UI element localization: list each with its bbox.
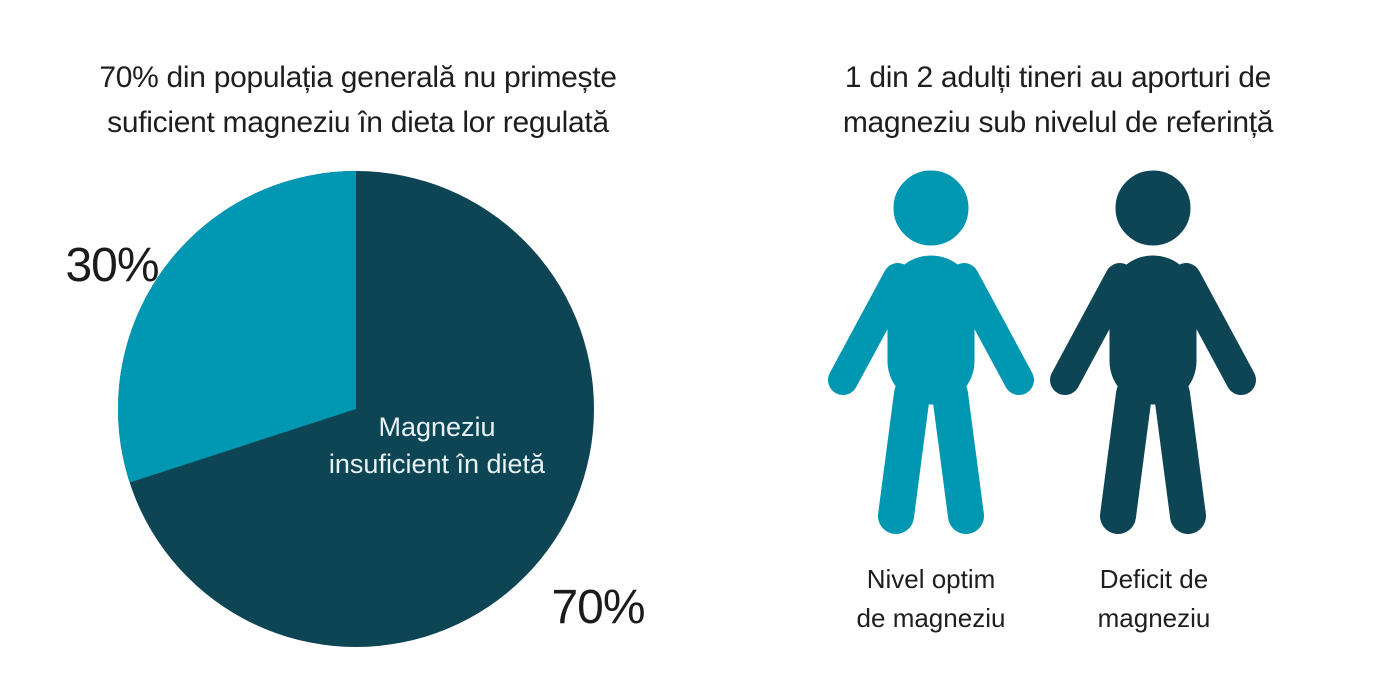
- pie-slice-minor: [118, 171, 356, 483]
- person-right-leg: [932, 376, 984, 534]
- pictograph-title-line1: 1 din 2 adulți tineri au aporturi de: [844, 61, 1272, 94]
- person-icon-optimal: [828, 170, 1034, 534]
- person-label-deficit-line2: magneziu: [1097, 603, 1211, 633]
- pie-title-line1: 70% din populația generală nu primește: [99, 61, 617, 94]
- person-right-leg: [1154, 376, 1206, 534]
- pie-section-title: 70% din populația generală nu primește s…: [28, 55, 688, 145]
- person-label-optimal-line2: de magneziu: [856, 603, 1006, 633]
- person-label-deficit-line1: Deficit de: [1099, 564, 1209, 594]
- pictograph-title-line2: magneziu sub nivelul de referință: [842, 106, 1274, 139]
- pie-percent-label-30: 30%: [65, 239, 159, 292]
- pie-percent-label-70: 70%: [551, 581, 645, 634]
- pie-slice-text-label: Magneziu insuficient în dietă: [287, 409, 587, 483]
- person-head: [893, 170, 969, 246]
- person-head: [1115, 170, 1191, 246]
- slice-label-line2: insuficient în dietă: [328, 449, 546, 479]
- person-left-leg: [1100, 376, 1152, 534]
- person-torso: [1109, 255, 1197, 405]
- person-right-arm: [1171, 263, 1256, 395]
- person-torso: [887, 255, 975, 405]
- slice-label-line1: Magneziu: [378, 412, 496, 442]
- person-left-arm: [828, 263, 913, 395]
- person-label-optimal-line1: Nivel optim: [866, 564, 996, 594]
- person-right-arm: [949, 263, 1034, 395]
- person-label-optimal: Nivel optim de magneziu: [811, 560, 1051, 638]
- person-left-leg: [878, 376, 930, 534]
- pie-title-line2: suficient magneziu în dieta lor regulată: [107, 106, 609, 139]
- person-label-deficit: Deficit de magneziu: [1034, 560, 1274, 638]
- pie-chart: [118, 171, 594, 647]
- person-icon-deficit: [1050, 170, 1256, 534]
- person-left-arm: [1050, 263, 1135, 395]
- pictograph-section-title: 1 din 2 adulți tineri au aporturi de mag…: [758, 55, 1358, 145]
